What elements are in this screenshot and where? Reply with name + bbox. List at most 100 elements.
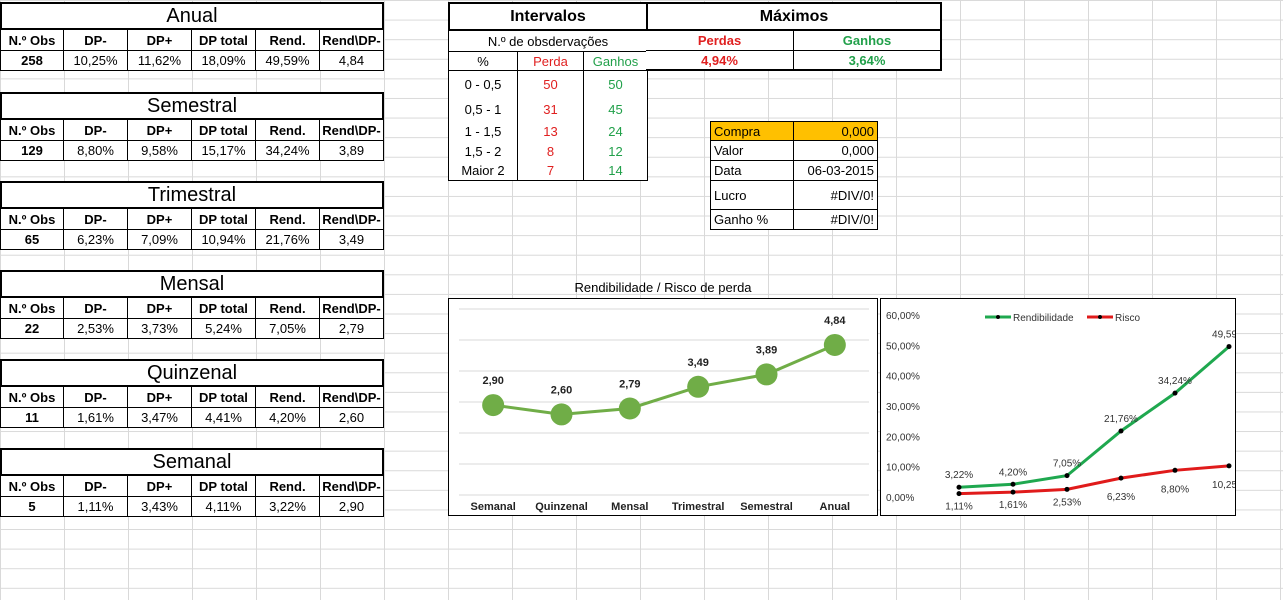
stats-header-cell: DP total bbox=[192, 298, 256, 319]
stats-value-cell[interactable]: 9,58% bbox=[128, 141, 192, 161]
data-point bbox=[618, 397, 641, 420]
intervalos-cell[interactable]: 0 - 0,5 bbox=[448, 71, 518, 97]
y-tick-label: 60,00% bbox=[886, 311, 920, 322]
data-label: 1,11% bbox=[945, 502, 973, 513]
stats-value-cell[interactable]: 34,24% bbox=[256, 141, 320, 161]
stats-header-cell: DP total bbox=[192, 30, 256, 51]
stats-value-cell[interactable]: 2,90 bbox=[320, 497, 384, 517]
stats-value-cell[interactable]: 5 bbox=[0, 497, 64, 517]
stats-value-cell[interactable]: 49,59% bbox=[256, 51, 320, 71]
intervalos-cell[interactable]: 14 bbox=[584, 161, 648, 181]
data-point bbox=[482, 394, 505, 417]
data-point bbox=[1010, 481, 1016, 487]
chart1-title: Rendibilidade / Risco de perda bbox=[574, 279, 752, 295]
intervalos-cell[interactable]: 7 bbox=[518, 161, 584, 181]
trade-label: Ganho % bbox=[710, 210, 794, 230]
stats-value-cell[interactable]: 2,60 bbox=[320, 408, 384, 428]
data-label: 4,20% bbox=[999, 467, 1027, 478]
trade-value[interactable]: 06-03-2015 bbox=[794, 161, 878, 181]
stats-value-cell[interactable]: 11,62% bbox=[128, 51, 192, 71]
stats-value-cell[interactable]: 15,17% bbox=[192, 141, 256, 161]
stats-header-cell: Rend\DP- bbox=[320, 476, 384, 497]
stats-value-cell[interactable]: 1,61% bbox=[64, 408, 128, 428]
intervalos-cell[interactable]: 13 bbox=[518, 121, 584, 141]
intervalos-cell[interactable]: 31 bbox=[518, 97, 584, 121]
stats-value-cell[interactable]: 2,79 bbox=[320, 319, 384, 339]
trade-value[interactable]: 0,000 bbox=[794, 121, 878, 141]
trade-label: Valor bbox=[710, 141, 794, 161]
data-point bbox=[1226, 463, 1232, 469]
stats-value-cell[interactable]: 3,49 bbox=[320, 230, 384, 250]
stats-value-cell[interactable]: 3,89 bbox=[320, 141, 384, 161]
category-label: Semanal bbox=[471, 501, 516, 513]
stats-header-cell: DP+ bbox=[128, 30, 192, 51]
stats-value-cell[interactable]: 4,11% bbox=[192, 497, 256, 517]
stats-value-cell[interactable]: 8,80% bbox=[64, 141, 128, 161]
intervalos-cell[interactable]: 12 bbox=[584, 141, 648, 161]
trade-value[interactable]: 0,000 bbox=[794, 141, 878, 161]
stats-header-cell: DP- bbox=[64, 298, 128, 319]
maximos-perdas-value[interactable]: 4,94% bbox=[646, 51, 794, 71]
stats-title-trimestral: Trimestral bbox=[0, 181, 384, 209]
stats-header-cell: Rend\DP- bbox=[320, 209, 384, 230]
intervalos-cell[interactable]: 50 bbox=[518, 71, 584, 97]
legend-label: Risco bbox=[1115, 313, 1140, 324]
stats-value-cell[interactable]: 7,09% bbox=[128, 230, 192, 250]
stats-header-cell: Rend\DP- bbox=[320, 298, 384, 319]
stats-value-cell[interactable]: 22 bbox=[0, 319, 64, 339]
stats-value-cell[interactable]: 1,11% bbox=[64, 497, 128, 517]
intervalos-col-header: Perda bbox=[518, 51, 584, 71]
stats-value-cell[interactable]: 2,53% bbox=[64, 319, 128, 339]
intervalos-cell[interactable]: 1,5 - 2 bbox=[448, 141, 518, 161]
stats-header-cell: Rend. bbox=[256, 298, 320, 319]
data-label: 2,90 bbox=[482, 375, 503, 387]
intervalos-title: Intervalos bbox=[448, 2, 648, 31]
intervalos-cell[interactable]: 45 bbox=[584, 97, 648, 121]
intervalos-cell[interactable]: 0,5 - 1 bbox=[448, 97, 518, 121]
stats-title-quinzenal: Quinzenal bbox=[0, 359, 384, 387]
maximos-ganhos-label: Ganhos bbox=[794, 31, 942, 51]
maximos-ganhos-value[interactable]: 3,64% bbox=[794, 51, 942, 71]
stats-value-cell[interactable]: 4,20% bbox=[256, 408, 320, 428]
stats-value-cell[interactable]: 10,94% bbox=[192, 230, 256, 250]
stats-value-cell[interactable]: 5,24% bbox=[192, 319, 256, 339]
rendibilidade-risco-chart: 2,90 Semanal 2,60 Quinzenal 2,79 Mensal 3,49 Tr… bbox=[448, 298, 878, 516]
stats-value-cell[interactable]: 4,84 bbox=[320, 51, 384, 71]
stats-value-cell[interactable]: 129 bbox=[0, 141, 64, 161]
stats-value-cell[interactable]: 3,22% bbox=[256, 497, 320, 517]
stats-value-cell[interactable]: 21,76% bbox=[256, 230, 320, 250]
stats-value-cell[interactable]: 11 bbox=[0, 408, 64, 428]
trade-value[interactable]: #DIV/0! bbox=[794, 181, 878, 210]
y-tick-label: 10,00% bbox=[886, 463, 920, 474]
maximos-title: Máximos bbox=[646, 2, 942, 31]
stats-header-cell: DP+ bbox=[128, 209, 192, 230]
intervalos-cell[interactable]: 1 - 1,5 bbox=[448, 121, 518, 141]
y-tick-label: 20,00% bbox=[886, 432, 920, 443]
data-point bbox=[956, 484, 962, 490]
data-label: 1,61% bbox=[999, 500, 1027, 511]
stats-value-cell[interactable]: 65 bbox=[0, 230, 64, 250]
intervalos-cell[interactable]: 8 bbox=[518, 141, 584, 161]
data-label: 8,80% bbox=[1161, 484, 1189, 495]
data-point bbox=[1064, 486, 1070, 492]
intervalos-cell[interactable]: 24 bbox=[584, 121, 648, 141]
intervalos-cell[interactable]: 50 bbox=[584, 71, 648, 97]
intervalos-cell[interactable]: Maior 2 bbox=[448, 161, 518, 181]
trade-value[interactable]: #DIV/0! bbox=[794, 210, 878, 230]
stats-value-cell[interactable]: 258 bbox=[0, 51, 64, 71]
data-point bbox=[687, 375, 710, 398]
stats-value-cell[interactable]: 6,23% bbox=[64, 230, 128, 250]
stats-value-cell[interactable]: 3,47% bbox=[128, 408, 192, 428]
y-tick-label: 30,00% bbox=[886, 402, 920, 413]
stats-value-cell[interactable]: 10,25% bbox=[64, 51, 128, 71]
stats-value-cell[interactable]: 18,09% bbox=[192, 51, 256, 71]
data-label: 49,59% bbox=[1212, 330, 1236, 341]
legend-marker bbox=[996, 315, 1000, 319]
stats-value-cell[interactable]: 3,73% bbox=[128, 319, 192, 339]
stats-value-cell[interactable]: 7,05% bbox=[256, 319, 320, 339]
stats-value-cell[interactable]: 3,43% bbox=[128, 497, 192, 517]
data-label: 7,05% bbox=[1053, 459, 1081, 470]
data-label: 3,89 bbox=[756, 344, 777, 356]
trade-label: Data bbox=[710, 161, 794, 181]
stats-value-cell[interactable]: 4,41% bbox=[192, 408, 256, 428]
